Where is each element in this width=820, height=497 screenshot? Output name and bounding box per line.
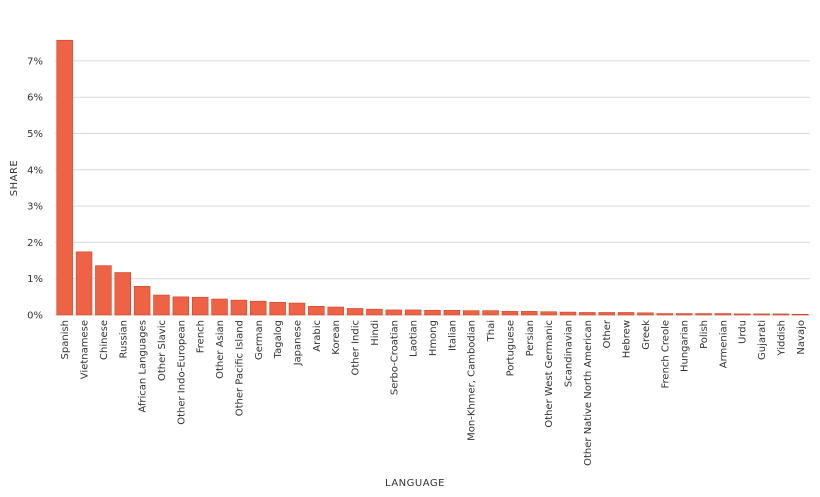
x-tick-label: Thai: [486, 320, 497, 342]
x-tick-label: Scandinavian: [564, 320, 575, 387]
bar-spanish: [56, 39, 73, 316]
bar-other: [598, 312, 615, 316]
bar-other-pacific-island: [230, 299, 248, 316]
x-tick-label: Mon-Khmer, Cambodian: [467, 320, 478, 441]
y-tick-label: 3%: [27, 202, 43, 213]
bar-japanese: [288, 302, 306, 316]
y-tick-label: 0%: [27, 311, 43, 322]
x-tick-label: Other Indic: [351, 320, 362, 375]
x-tick-label: Other Native North American: [583, 320, 594, 466]
bar-greek: [637, 312, 654, 316]
x-tick-label: Urdu: [738, 320, 749, 344]
x-axis-ticks: Spanish Vietnamese Chinese Russian African L…: [60, 319, 807, 466]
bar-french-creole: [656, 313, 674, 316]
y-tick-label: 5%: [27, 129, 43, 140]
y-axis-title: SHARE: [9, 160, 20, 196]
bar-korean: [327, 306, 344, 316]
x-tick-label: Russian: [118, 320, 129, 359]
bar-serbo-croatian: [385, 309, 403, 316]
bar-other-west-germanic: [540, 311, 557, 316]
y-tick-label: 7%: [27, 56, 43, 67]
x-tick-label: Yiddish: [776, 320, 787, 357]
bar-hungarian: [675, 313, 693, 316]
x-tick-label: Polish: [699, 320, 710, 349]
x-tick-label: German: [254, 320, 265, 360]
y-tick-label: 1%: [27, 274, 43, 285]
bar-russian: [114, 272, 131, 316]
y-tick-label: 4%: [27, 165, 43, 176]
y-tick-label: 6%: [27, 93, 43, 104]
bar-urdu: [734, 313, 751, 316]
x-tick-label: Greek: [641, 320, 652, 350]
x-tick-label: Armenian: [718, 320, 729, 368]
x-tick-label: Hmong: [428, 320, 439, 356]
x-tick-label: Other Slavic: [157, 320, 168, 381]
x-tick-label: Japanese: [292, 320, 303, 366]
bar-scandinavian: [559, 311, 577, 316]
bar-other-asian: [211, 298, 228, 316]
bar-yiddish: [772, 313, 790, 316]
bar-italian: [443, 309, 461, 316]
x-tick-label: Serbo-Croatian: [389, 320, 400, 395]
x-tick-label: Chinese: [99, 320, 110, 360]
bar-other-native-north-american: [579, 312, 596, 316]
bar-other-indic: [346, 308, 364, 316]
x-tick-label: Hungarian: [680, 320, 691, 372]
x-tick-label: Gujarati: [757, 320, 768, 360]
bar-chinese: [95, 265, 112, 316]
bar-tagalog: [269, 301, 286, 316]
bar-arabic: [308, 305, 325, 316]
x-tick-label: Other Pacific Island: [234, 320, 245, 416]
x-tick-label: Hindi: [370, 320, 381, 346]
bar-polish: [695, 313, 712, 316]
bar-laotian: [404, 309, 422, 316]
bar-african-languages: [133, 286, 151, 316]
bar-navajo: [792, 313, 809, 316]
bar-mon-khmer-cambodian: [462, 310, 480, 316]
x-tick-label: Portuguese: [505, 320, 516, 376]
bar-portuguese: [501, 311, 519, 316]
bar-persian: [521, 311, 538, 316]
x-tick-label: Other: [602, 319, 613, 348]
bars: [56, 39, 809, 316]
bar-gujarati: [753, 313, 770, 316]
bar-other-indo-european: [172, 296, 190, 316]
bar-vietnamese: [75, 251, 93, 316]
x-tick-label: French Creole: [660, 320, 671, 389]
x-tick-label: Hebrew: [622, 320, 633, 358]
x-tick-label: Tagalog: [273, 320, 284, 359]
bar-armenian: [714, 313, 732, 316]
x-tick-label: Spanish: [60, 320, 71, 360]
x-tick-label: Persian: [525, 320, 536, 356]
bar-french: [191, 296, 209, 316]
bar-hmong: [424, 309, 441, 316]
x-axis-title: LANGUAGE: [385, 478, 445, 489]
x-tick-label: Other Indo-European: [176, 320, 187, 425]
x-tick-label: French: [196, 320, 207, 353]
x-tick-label: Other West Germanic: [544, 320, 555, 428]
x-tick-label: Vietnamese: [80, 320, 91, 379]
bar-hindi: [366, 308, 383, 316]
x-tick-label: Arabic: [312, 320, 323, 352]
bar-thai: [482, 310, 499, 316]
x-tick-label: Italian: [447, 320, 458, 351]
x-tick-label: Navajo: [796, 320, 807, 355]
bar-hebrew: [617, 312, 635, 316]
x-tick-label: Other Asian: [215, 320, 226, 379]
bar-other-slavic: [153, 294, 170, 316]
y-axis-ticks: 0% 1% 2% 3% 4% 5% 6% 7%: [27, 56, 43, 321]
x-tick-label: Korean: [331, 320, 342, 355]
bar-german: [250, 300, 267, 316]
y-tick-label: 2%: [27, 238, 43, 249]
grid-lines: [55, 60, 810, 316]
x-tick-label: Laotian: [409, 320, 420, 357]
x-tick-label: African Languages: [138, 320, 149, 413]
